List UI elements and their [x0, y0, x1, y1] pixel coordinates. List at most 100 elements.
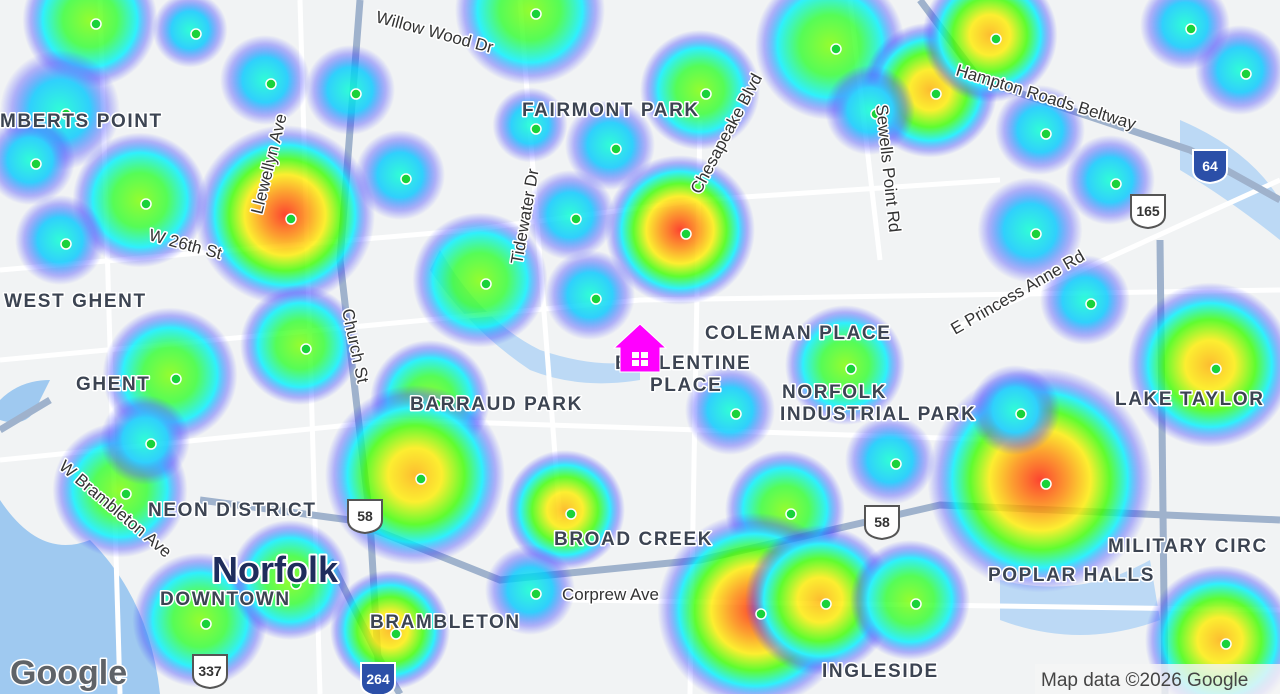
route-shield: 58: [864, 505, 900, 541]
heat-blob: [72, 132, 208, 268]
heat-point: [590, 293, 602, 305]
heat-blob: [152, 0, 228, 68]
road-label: Corprew Ave: [562, 585, 659, 604]
heat-point: [570, 213, 582, 225]
shield-shape: [1192, 149, 1228, 185]
heat-blob: [825, 65, 915, 155]
heat-point: [60, 108, 72, 120]
heat-blob: [355, 130, 445, 220]
heat-point: [90, 18, 102, 30]
heat-point: [990, 33, 1002, 45]
heat-point: [190, 28, 202, 40]
heat-blob: [240, 285, 360, 405]
heat-point: [1240, 68, 1252, 80]
heat-point: [870, 108, 882, 120]
heat-blob: [977, 177, 1083, 283]
heat-point: [30, 158, 42, 170]
heat-blob: [305, 45, 395, 135]
heat-point: [890, 458, 902, 470]
heat-blob: [545, 250, 635, 340]
home-marker[interactable]: [612, 323, 668, 373]
heat-blob: [685, 365, 775, 455]
neighborhood-label: INDUSTRIAL PARK: [780, 404, 976, 425]
heat-point: [1030, 228, 1042, 240]
heat-blob: [1040, 255, 1130, 345]
neighborhood-label: MBERTS POINT: [0, 111, 163, 132]
neighborhood-label: BROAD CREEK: [554, 529, 713, 550]
heat-blob: [1127, 282, 1280, 448]
neighborhood-label: INGLESIDE: [822, 661, 939, 682]
heat-point: [755, 608, 767, 620]
google-logo: Google: [10, 654, 127, 692]
neighborhood-label: PLACE: [650, 375, 722, 396]
heat-blob: [1145, 565, 1280, 694]
shield-shape: [360, 662, 396, 694]
heat-point: [530, 8, 542, 20]
city-label: Norfolk: [212, 549, 339, 590]
heat-blob: [412, 212, 548, 348]
heat-blob: [485, 545, 575, 635]
heat-blob: [995, 85, 1085, 175]
heat-point: [730, 408, 742, 420]
neighborhood-label: GHENT: [76, 374, 151, 395]
shield-shape: [192, 654, 228, 690]
heat-point: [350, 88, 362, 100]
heat-point: [845, 363, 857, 375]
neighborhood-label: FAIRMONT PARK: [522, 100, 700, 121]
shield-number: 337: [198, 663, 222, 679]
heat-point: [415, 473, 427, 485]
heat-point: [1210, 363, 1222, 375]
heat-point: [145, 438, 157, 450]
heat-point: [930, 88, 942, 100]
heat-point: [1015, 408, 1027, 420]
neighborhood-label: NEON DISTRICT: [148, 500, 317, 521]
heat-point: [140, 198, 152, 210]
attribution-bg: [1035, 664, 1280, 694]
heat-point: [60, 238, 72, 250]
heat-point: [565, 508, 577, 520]
heat-blob: [15, 195, 105, 285]
shield-shape: [864, 505, 900, 541]
shield-number: 165: [1136, 203, 1160, 219]
heat-point: [530, 123, 542, 135]
heat-blob: [565, 100, 655, 190]
neighborhood-label: BRAMBLETON: [370, 612, 521, 633]
heat-point: [390, 628, 402, 640]
heat-point: [430, 398, 442, 410]
heat-point: [300, 343, 312, 355]
heat-point: [480, 278, 492, 290]
heat-blob: [492, 87, 568, 163]
route-shield: 64: [1192, 149, 1228, 185]
heat-point: [1040, 478, 1052, 490]
shield-number: 64: [1202, 158, 1218, 174]
neighborhood-label: COLEMAN PLACE: [705, 323, 892, 344]
heat-point: [1110, 178, 1122, 190]
heat-blob: [1140, 0, 1230, 70]
heat-point: [1220, 638, 1232, 650]
neighborhood-label: WEST GHENT: [4, 291, 147, 312]
heat-blob: [100, 395, 190, 485]
heat-point: [290, 578, 302, 590]
neighborhood-label: LAKE TAYLOR: [1115, 389, 1265, 410]
shield-shape: [1130, 194, 1166, 230]
heat-point: [700, 88, 712, 100]
heat-point: [170, 373, 182, 385]
heat-point: [120, 488, 132, 500]
heat-point: [1040, 128, 1052, 140]
heat-point: [400, 173, 412, 185]
shield-number: 264: [366, 671, 390, 687]
heat-blob: [605, 155, 755, 305]
heat-point: [1085, 298, 1097, 310]
heat-blob: [195, 125, 375, 305]
route-shield: 58: [347, 499, 383, 535]
heat-blob: [220, 35, 310, 125]
heat-blob: [745, 525, 895, 675]
heat-blob: [505, 450, 625, 570]
neighborhood-label: BARRAUD PARK: [410, 394, 583, 415]
heat-blob: [230, 520, 350, 640]
heat-point: [1185, 23, 1197, 35]
heat-blob: [525, 170, 615, 260]
